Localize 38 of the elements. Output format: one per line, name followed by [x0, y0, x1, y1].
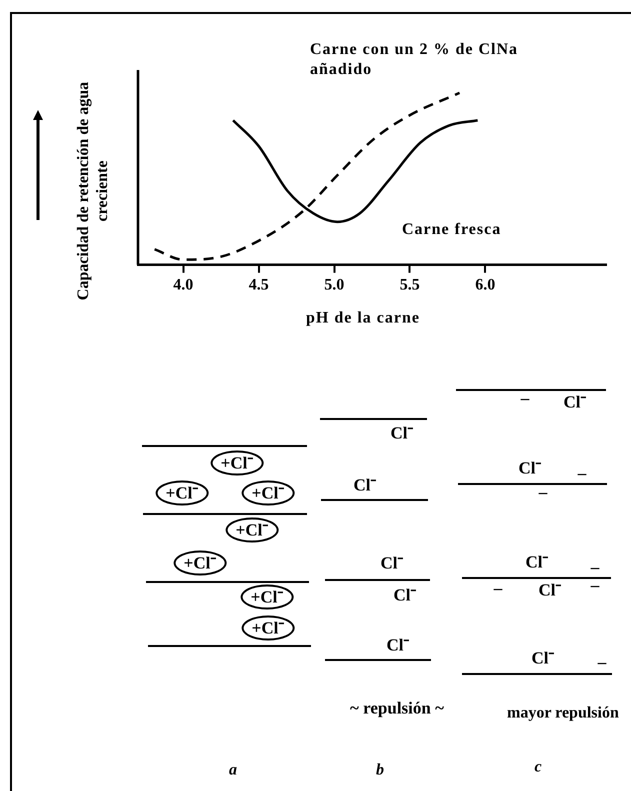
- text: Cl⁻: [380, 554, 404, 572]
- text: –: [590, 558, 600, 576]
- text: Cl⁻: [390, 424, 414, 442]
- text: –: [578, 464, 586, 482]
- x-tick-label: 6.0: [475, 276, 496, 294]
- text: ~ repulsión ~: [350, 698, 444, 718]
- text: Carne con un 2 % de ClNa añadido: [310, 40, 520, 80]
- x-tick-label: 4.5: [248, 276, 269, 294]
- x-tick-label: 5.0: [324, 276, 344, 294]
- text: Cl⁻: [526, 552, 548, 572]
- text: Carne fresca: [402, 220, 502, 240]
- x-tick-label: 4.0: [173, 276, 194, 294]
- text: +Cl⁻: [242, 480, 294, 506]
- x-tick-label: 5.5: [400, 276, 420, 294]
- text: Cl⁻: [532, 648, 554, 668]
- text: +Cl⁻: [156, 480, 208, 506]
- text: Cl⁻: [354, 476, 376, 494]
- text: Cl⁻: [564, 392, 586, 412]
- text: +Cl⁻: [240, 584, 294, 610]
- text: a: [229, 762, 237, 778]
- text: b: [376, 762, 384, 778]
- text: mayor repulsión: [507, 704, 620, 722]
- text: +Cl⁻: [242, 616, 294, 640]
- text: Cl⁻: [518, 458, 542, 478]
- text: +Cl⁻: [174, 550, 226, 576]
- text: –: [538, 482, 548, 502]
- text: –: [520, 388, 530, 408]
- text: –: [590, 576, 600, 594]
- text: Cl⁻: [386, 636, 410, 654]
- text: +Cl⁻: [226, 518, 278, 542]
- text: Cl⁻: [394, 586, 416, 604]
- text: Cl⁻: [538, 580, 562, 600]
- text: +Cl⁻: [210, 450, 264, 476]
- text: –: [494, 578, 502, 598]
- y-axis-title: Capacidad de retención de agua creciente: [74, 80, 112, 302]
- text: –: [598, 652, 606, 672]
- x-axis-title: pH de la carne: [306, 310, 420, 326]
- text: c: [534, 758, 542, 776]
